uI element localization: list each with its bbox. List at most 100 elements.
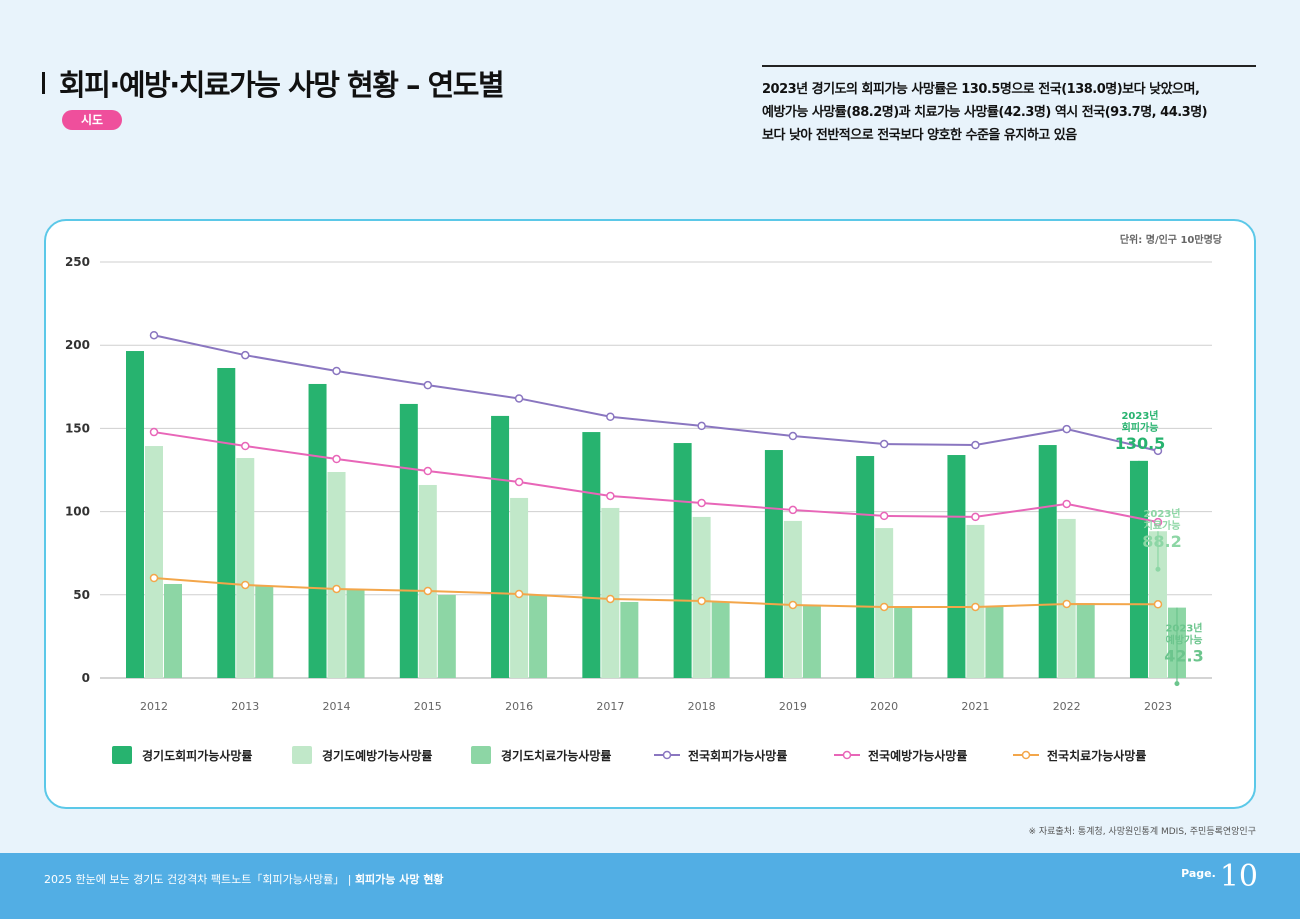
bar-경기도예방가능사망률 (418, 484, 437, 678)
point-전국치료가능사망률 (697, 596, 706, 606)
point-전국회피가능사망률 (514, 394, 524, 403)
bar-경기도치료가능사망률 (529, 594, 548, 678)
line-전국회피가능사망률 (153, 334, 1159, 452)
page-number: Page. 10 (1181, 859, 1258, 894)
point-전국치료가능사망률 (241, 580, 250, 590)
x-tick-label: 2021 (961, 700, 989, 713)
bar-경기도회피가능사망률 (126, 351, 144, 678)
point-전국회피가능사망률 (971, 440, 980, 450)
bar-경기도치료가능사망률 (255, 585, 274, 678)
annotation-year: 2023년 (1143, 507, 1180, 520)
point-전국회피가능사망률 (1062, 424, 1071, 434)
x-tick-label: 2013 (231, 700, 259, 713)
point-전국예방가능사망률 (514, 477, 524, 487)
bar-경기도치료가능사망률 (164, 583, 182, 678)
page-label: Page. (1181, 867, 1216, 880)
legend-label: 전국회피가능사망률 (688, 748, 787, 763)
y-tick-label: 200 (65, 338, 90, 352)
point-전국예방가능사망률 (788, 505, 798, 515)
y-tick-label: 250 (65, 255, 90, 269)
x-tick-label: 2018 (688, 700, 716, 713)
point-전국치료가능사망률 (971, 602, 980, 612)
point-전국치료가능사망률 (149, 573, 159, 583)
point-전국치료가능사망률 (606, 594, 615, 604)
legend-marker (1021, 750, 1031, 760)
point-전국예방가능사망률 (697, 498, 706, 508)
footer-section: 회피가능 사망 현황 (354, 873, 444, 886)
bar-경기도회피가능사망률 (1129, 460, 1148, 678)
unit-label: 단위: 명/인구 10만명당 (1119, 235, 1222, 246)
annotation-dot (1155, 566, 1161, 572)
legend-swatch (292, 746, 312, 764)
page-title-text: 회피·예방·치료가능 사망 현황 – 연도별 (59, 68, 505, 102)
annotation-year: 2023년 (1165, 622, 1202, 635)
description-line: 2023년 경기도의 회피가능 사망률은 130.5명으로 전국(138.0명)… (762, 82, 1200, 97)
point-전국회피가능사망률 (1153, 446, 1163, 456)
legend-label: 경기도회피가능사망률 (142, 748, 252, 763)
bar-경기도치료가능사망률 (711, 601, 730, 678)
y-tick-label: 150 (65, 421, 90, 435)
source-note: ※ 자료출처: 통계청, 사망원인통계 MDIS, 주민등록연앙인구 (1028, 827, 1256, 837)
bar-경기도치료가능사망률 (620, 601, 639, 678)
y-tick-label: 50 (73, 588, 90, 602)
bar-경기도회피가능사망률 (217, 367, 236, 678)
divider (762, 65, 1256, 67)
point-전국치료가능사망률 (1062, 599, 1071, 609)
x-tick-label: 2019 (779, 700, 807, 713)
point-전국예방가능사망률 (1062, 499, 1071, 509)
point-전국치료가능사망률 (788, 600, 798, 610)
annotation-dot (1136, 468, 1142, 474)
legend-label: 경기도치료가능사망률 (501, 748, 611, 763)
point-전국회피가능사망률 (149, 330, 159, 340)
description-line: 예방가능 사망률(88.2명)과 치료가능 사망률(42.3명) 역시 전국(9… (762, 105, 1208, 120)
annotation-value: 42.3 (1164, 647, 1203, 666)
bar-경기도회피가능사망률 (308, 383, 327, 678)
description: 2023년 경기도의 회피가능 사망률은 130.5명으로 전국(138.0명)… (762, 78, 1262, 147)
x-tick-label: 2020 (870, 700, 898, 713)
point-전국예방가능사망률 (971, 512, 980, 522)
line-전국예방가능사망률 (153, 431, 1159, 524)
legend-marker (662, 750, 672, 760)
bar-경기도예방가능사망률 (1057, 518, 1076, 678)
point-전국예방가능사망률 (149, 427, 159, 437)
bar-경기도예방가능사망률 (145, 446, 163, 678)
bar-경기도치료가능사망률 (1076, 603, 1095, 678)
bar-경기도치료가능사망률 (802, 604, 821, 678)
x-tick-label: 2022 (1053, 700, 1081, 713)
point-전국회피가능사망률 (697, 421, 706, 431)
annotation-value: 130.5 (1115, 434, 1166, 453)
point-전국예방가능사망률 (879, 511, 889, 521)
legend-label: 전국예방가능사망률 (868, 748, 967, 763)
bar-경기도회피가능사망률 (1038, 445, 1057, 678)
point-전국예방가능사망률 (606, 491, 615, 501)
x-tick-label: 2016 (505, 700, 533, 713)
bar-경기도회피가능사망률 (399, 403, 418, 678)
page-number-value: 10 (1219, 859, 1258, 894)
point-전국회피가능사망률 (241, 350, 250, 360)
point-전국치료가능사망률 (879, 602, 889, 612)
footer-doc-title: 2025 한눈에 보는 경기도 건강격차 팩트노트「회피가능사망률」 | (44, 873, 355, 886)
bar-경기도회피가능사망률 (947, 455, 966, 678)
legend-swatch (471, 746, 491, 764)
region-badge: 시도 (62, 110, 122, 130)
point-전국치료가능사망률 (1153, 600, 1163, 609)
bar-경기도회피가능사망률 (856, 456, 875, 678)
description-line: 보다 낮아 전반적으로 전국보다 양호한 수준을 유지하고 있음 (762, 128, 1077, 143)
bar-경기도치료가능사망률 (346, 588, 365, 678)
legend-swatch (112, 746, 132, 764)
point-전국회피가능사망률 (879, 439, 889, 449)
annotation-dot (1174, 681, 1180, 687)
point-전국치료가능사망률 (514, 589, 524, 599)
x-tick-label: 2023 (1144, 700, 1172, 713)
point-전국치료가능사망률 (423, 586, 433, 596)
bar-경기도치료가능사망률 (437, 594, 456, 678)
bar-경기도예방가능사망률 (510, 497, 529, 678)
annotation-label: 예방가능 (1166, 634, 1203, 647)
x-tick-label: 2014 (323, 700, 351, 713)
point-전국회피가능사망률 (788, 431, 798, 441)
bar-경기도예방가능사망률 (327, 471, 346, 678)
x-tick-label: 2017 (596, 700, 624, 713)
legend-label: 전국치료가능사망률 (1047, 748, 1146, 763)
footer: 2025 한눈에 보는 경기도 건강격차 팩트노트「회피가능사망률」 | 회피가… (0, 853, 1300, 919)
